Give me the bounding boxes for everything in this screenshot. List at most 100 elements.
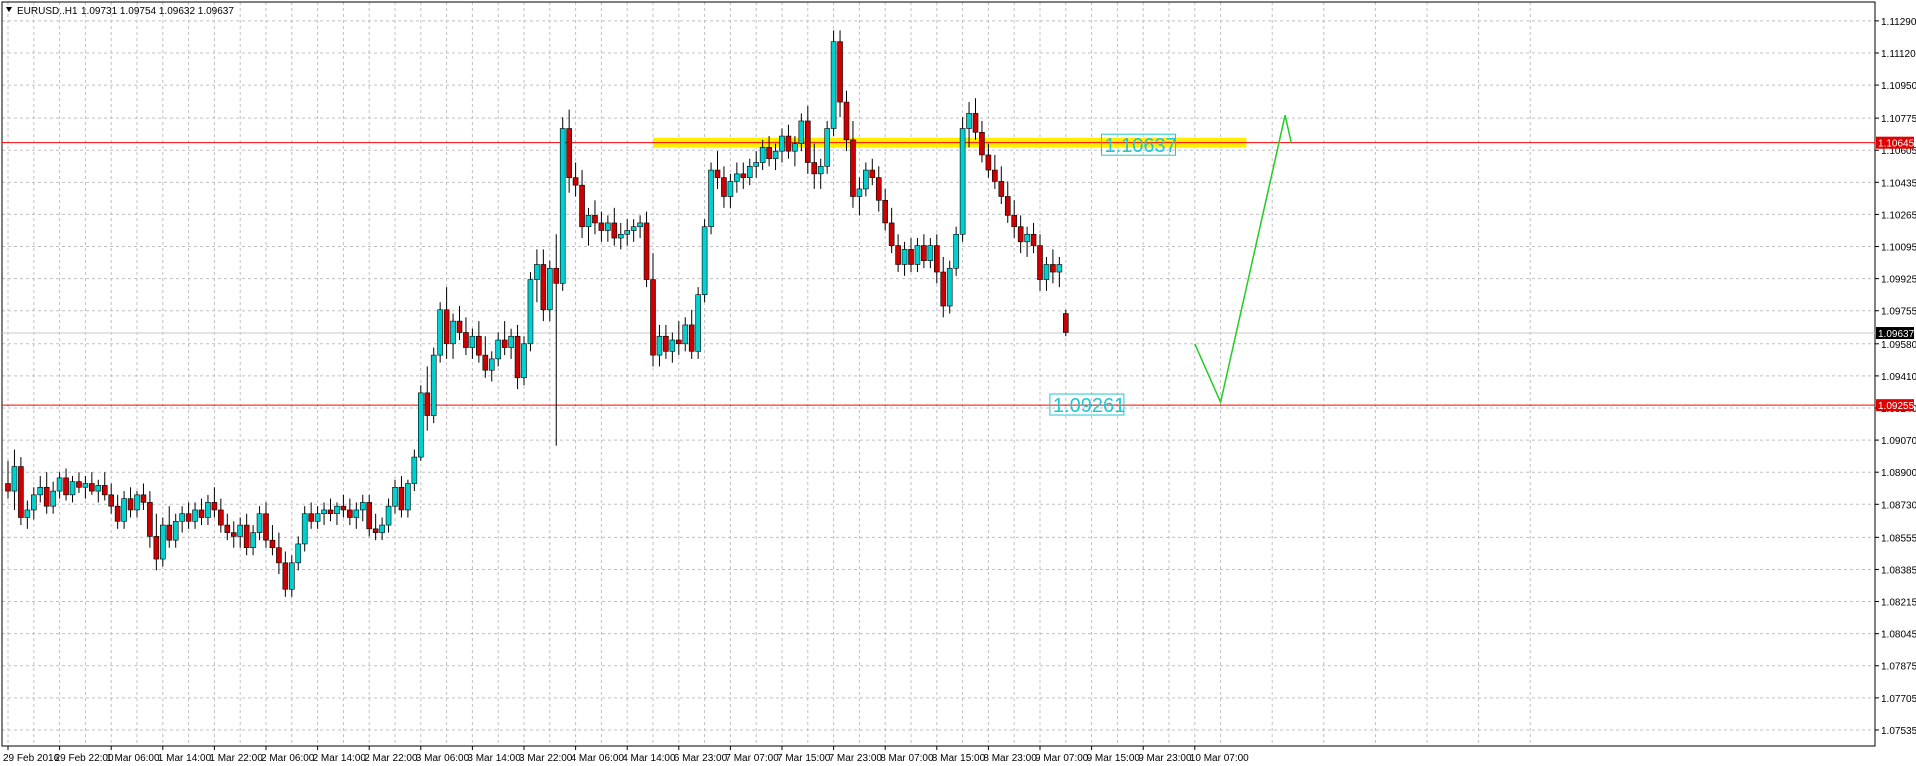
bull-candle-body — [914, 245, 921, 265]
candle — [869, 158, 876, 186]
candle — [933, 234, 940, 284]
bear-candle-body — [979, 131, 985, 156]
candle — [443, 287, 450, 359]
candle — [682, 317, 689, 352]
candle — [82, 475, 89, 499]
bull-candle-body — [417, 392, 424, 458]
bull-candle-body — [946, 267, 953, 307]
bear-candle-body — [140, 494, 147, 503]
bear-candle-body — [688, 324, 695, 352]
candle — [417, 385, 424, 461]
x-tick-label: 2 Mar 14:00 — [313, 753, 367, 764]
horizontal-lines[interactable] — [2, 142, 1875, 406]
y-tick-label: 1.07875 — [1881, 662, 1916, 673]
bear-candle-body — [804, 120, 811, 163]
current-price-badge — [1876, 327, 1914, 340]
y-tick-label: 1.10435 — [1881, 178, 1916, 189]
bear-candle-body — [514, 335, 521, 379]
candle — [979, 120, 985, 163]
bull-candle-body — [379, 524, 385, 533]
bear-candle-body — [875, 177, 882, 201]
bull-candle-body — [701, 226, 708, 295]
grid-lines — [2, 2, 1875, 746]
bull-candle-body — [450, 320, 456, 345]
x-tick-label: 8 Mar 07:00 — [880, 753, 934, 764]
candle — [476, 321, 482, 363]
bull-candle-body — [508, 335, 514, 348]
bull-candle-body — [863, 169, 869, 190]
bull-candle-body — [830, 41, 837, 129]
candle — [546, 260, 553, 322]
bull-candle-body — [250, 532, 256, 549]
candle — [179, 506, 185, 533]
bear-candle-body — [269, 539, 276, 549]
bear-candle-body — [921, 245, 927, 262]
chevron-down-icon[interactable] — [6, 7, 12, 12]
bull-candle-body — [1024, 233, 1030, 243]
bull-candle-body — [966, 113, 972, 129]
candle — [160, 517, 166, 567]
bear-candle-body — [476, 335, 482, 356]
price-label-box[interactable] — [1101, 133, 1176, 156]
bull-candle-body — [179, 513, 185, 522]
bull-candle-body — [82, 483, 89, 488]
price-label-box[interactable] — [1049, 393, 1125, 416]
y-tick-label: 1.11290 — [1881, 17, 1916, 28]
candle — [295, 536, 302, 571]
bear-candle-body — [908, 249, 914, 265]
x-tick-label: 2 Mar 22:00 — [364, 753, 418, 764]
candle — [617, 222, 624, 250]
candle — [334, 502, 340, 526]
bear-candle-body — [933, 245, 940, 273]
bull-candle-body — [772, 150, 779, 160]
bull-candle-body — [959, 128, 966, 235]
bear-candle-body — [940, 271, 947, 307]
bull-candle-body — [792, 143, 798, 152]
bull-candle-body — [37, 486, 44, 496]
bear-candle-body — [114, 505, 121, 522]
bull-candle-body — [11, 466, 18, 492]
candle — [643, 211, 650, 288]
candle — [992, 154, 998, 189]
candle — [675, 321, 682, 356]
candle — [18, 457, 24, 526]
bull-candle-body — [630, 226, 637, 231]
candle — [669, 332, 676, 363]
bear-candle-body — [553, 267, 560, 284]
candle — [301, 506, 308, 552]
bull-candle-body — [405, 483, 411, 511]
candle — [495, 332, 502, 367]
candle — [166, 506, 173, 548]
candle — [63, 468, 69, 501]
candle — [243, 513, 250, 556]
candle — [76, 472, 82, 493]
y-tick-label: 1.10605 — [1881, 146, 1916, 157]
candle — [901, 241, 908, 276]
candle — [308, 502, 314, 529]
bull-candle-body — [637, 222, 643, 228]
bear-candle-body — [766, 147, 772, 160]
candle — [927, 238, 934, 269]
x-tick-label: 9 Mar 23:00 — [1138, 753, 1192, 764]
bear-candle-body — [282, 562, 289, 590]
bear-candle-body — [198, 509, 205, 518]
forecast-path[interactable] — [1194, 115, 1293, 405]
candle — [24, 500, 31, 529]
candle — [1056, 256, 1063, 288]
bear-candle-body — [1037, 245, 1043, 280]
forecast-zigzag-line[interactable] — [1194, 115, 1293, 405]
candle — [172, 513, 179, 548]
price-axis: 1.11290 1.11120 1.10950 1.10775 1.10605 1.104… — [1875, 17, 1916, 737]
bull-candle-body — [546, 267, 553, 311]
candle — [734, 162, 740, 193]
candle — [501, 321, 508, 356]
bear-candle-body — [18, 466, 24, 518]
candle — [385, 498, 392, 533]
candle — [559, 117, 566, 291]
candle — [534, 249, 540, 303]
candle — [843, 90, 850, 152]
price-labels[interactable]: 1.10637 1.09261 — [1049, 133, 1177, 417]
y-tick-label: 1.09410 — [1881, 372, 1916, 383]
